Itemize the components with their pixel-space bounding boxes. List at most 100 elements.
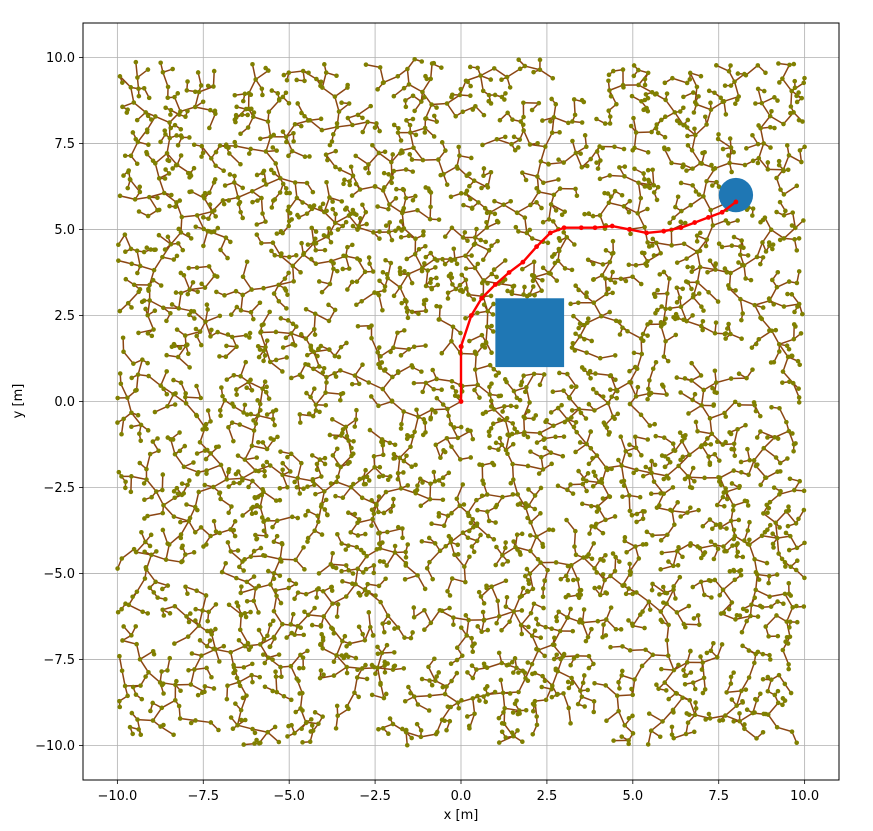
tree-node: [508, 403, 514, 409]
tree-node: [321, 614, 327, 619]
tree-edge: [155, 491, 165, 506]
tree-node: [643, 92, 649, 97]
tree-edge: [441, 340, 453, 354]
tree-node: [658, 117, 664, 123]
tree-node: [474, 667, 479, 672]
tree-node: [490, 421, 496, 427]
tree-edge: [648, 601, 662, 613]
tree-edge: [463, 566, 467, 583]
tree-node: [235, 722, 240, 728]
tree-node: [551, 656, 557, 662]
tree-node: [687, 697, 693, 703]
tree-edge: [213, 478, 228, 488]
tree-edge: [439, 318, 454, 328]
tree-edge: [690, 195, 704, 206]
tree-edge: [614, 557, 617, 572]
tree-node: [208, 451, 214, 456]
tree-node: [346, 568, 351, 573]
tree-node: [160, 487, 165, 493]
tree-node: [343, 594, 349, 599]
tree-edge: [745, 64, 759, 76]
tree-edge: [215, 648, 231, 654]
tree-node: [664, 291, 670, 296]
tree-edge: [691, 379, 705, 391]
tree-node: [313, 408, 319, 413]
tree-edge: [758, 157, 769, 170]
tree-node: [713, 267, 718, 272]
tree-node: [391, 451, 397, 457]
tree-node: [295, 475, 300, 481]
tree-edge: [486, 662, 503, 669]
tree-node: [238, 590, 244, 596]
tree-node: [726, 606, 732, 612]
tree-node: [696, 192, 702, 197]
tree-edge: [491, 580, 507, 588]
tree-node: [206, 609, 212, 615]
tree-node: [618, 434, 624, 439]
tree-edge: [520, 612, 532, 626]
tree-node: [450, 324, 456, 330]
tree-node: [605, 400, 611, 406]
tree-node: [280, 181, 286, 187]
tree-edge: [334, 214, 350, 224]
tree-node: [627, 648, 633, 653]
tree-node: [763, 249, 769, 254]
tree-edge: [129, 179, 141, 193]
tree-node: [404, 309, 410, 315]
tree-edge: [313, 368, 327, 378]
tree-node: [651, 182, 657, 188]
tree-node: [680, 695, 685, 701]
tree-node: [418, 734, 424, 740]
tree-node: [516, 689, 521, 695]
tree-node: [468, 196, 473, 202]
tree-edge: [521, 261, 535, 270]
tree-node: [434, 376, 439, 382]
tree-edge: [177, 356, 191, 368]
tree-node: [290, 611, 296, 617]
tree-node: [174, 253, 180, 259]
tree-edge: [131, 475, 147, 481]
tree-edge: [259, 644, 269, 659]
tree-edge: [474, 354, 477, 370]
tree-edge: [621, 464, 637, 471]
tree-edge: [371, 518, 381, 534]
tree-node: [313, 402, 319, 408]
tree-node: [659, 304, 664, 309]
tree-node: [450, 282, 455, 287]
tree-node: [553, 434, 558, 440]
tree-node: [562, 209, 568, 215]
tree-node: [585, 634, 591, 640]
tree-edge: [282, 474, 298, 479]
tree-edge: [206, 464, 222, 472]
tree-node: [435, 282, 441, 288]
tree-node: [383, 489, 389, 495]
tree-edge: [758, 143, 765, 159]
tree-node: [398, 219, 404, 224]
tree-node: [288, 663, 294, 669]
tree-node: [319, 289, 325, 295]
tree-node: [665, 532, 670, 538]
tree-node: [176, 226, 182, 232]
tree-node: [289, 331, 294, 336]
tree-node: [427, 216, 433, 222]
tree-edge: [180, 216, 183, 233]
tree-node: [580, 501, 585, 507]
tree-node: [405, 66, 410, 72]
tree-node: [619, 463, 624, 468]
tree-edge: [198, 610, 204, 626]
tree-edge: [696, 266, 701, 283]
tree-node: [470, 696, 476, 701]
tree-edge: [407, 267, 423, 275]
tree-node: [448, 421, 454, 427]
tree-node: [516, 229, 521, 234]
tree-node: [667, 306, 673, 311]
tree-edge: [275, 163, 282, 179]
tree-node: [504, 415, 510, 421]
tree-edge: [504, 707, 520, 712]
tree-node: [222, 183, 228, 188]
tree-edge: [573, 531, 577, 547]
tree-node: [710, 223, 716, 228]
tree-node: [335, 474, 341, 480]
tree-node: [196, 89, 202, 95]
tree-node: [185, 634, 191, 639]
